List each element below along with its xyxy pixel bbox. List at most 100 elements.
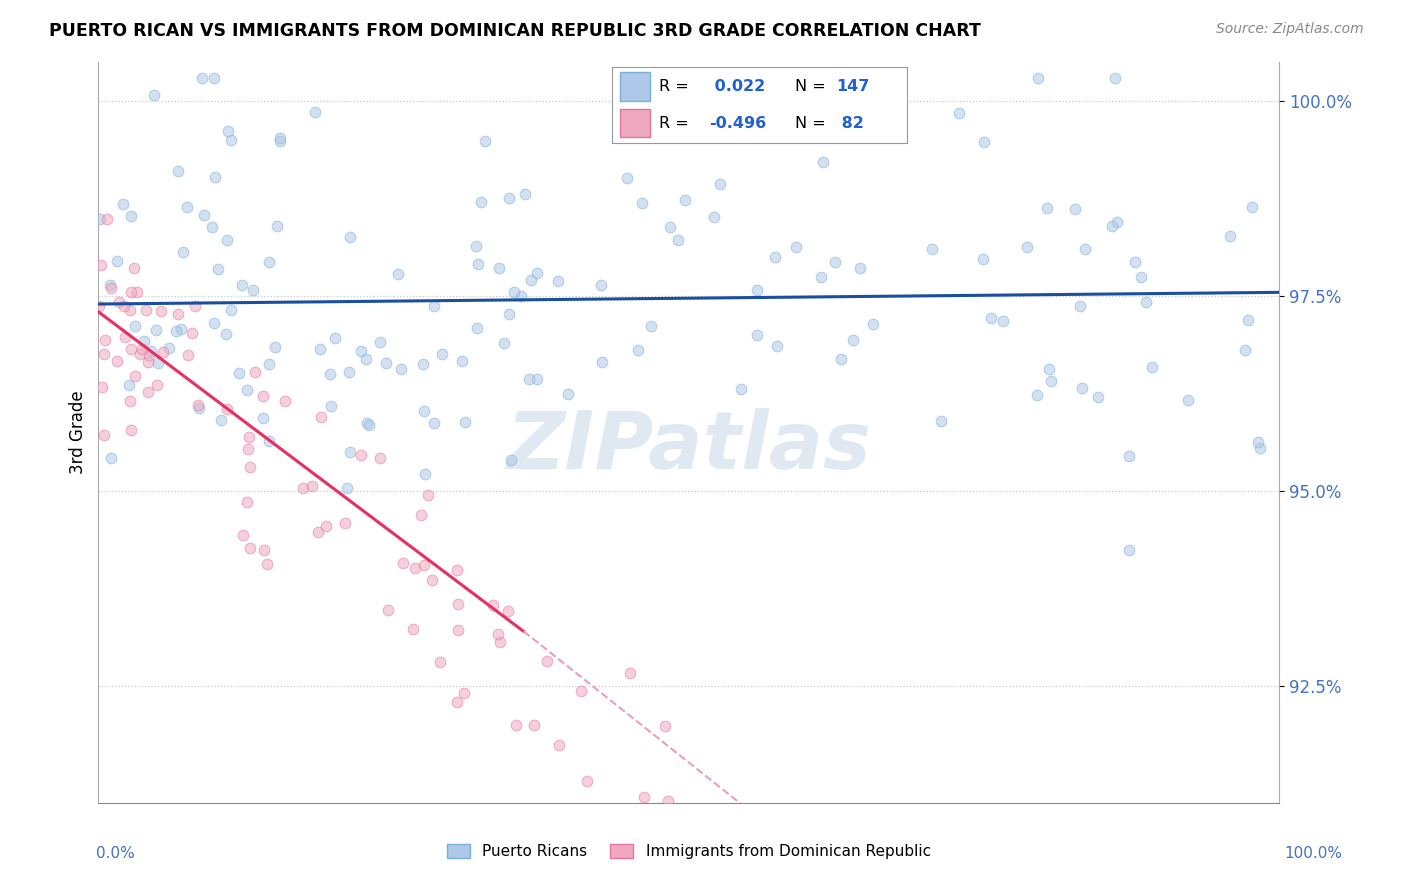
- Point: [177, 348, 200, 362]
- Point: [616, 170, 638, 185]
- Point: [492, 335, 515, 350]
- Point: [339, 445, 361, 459]
- Point: [1118, 449, 1140, 463]
- Point: [252, 411, 274, 425]
- Point: [236, 383, 259, 397]
- Point: [263, 340, 285, 354]
- Point: [447, 623, 470, 637]
- Text: ZIPatlas: ZIPatlas: [506, 409, 872, 486]
- Point: [1240, 200, 1263, 214]
- Point: [657, 794, 679, 808]
- Point: [219, 133, 242, 147]
- Point: [202, 317, 225, 331]
- Text: 147: 147: [837, 79, 869, 95]
- Point: [98, 277, 121, 292]
- Point: [243, 365, 266, 379]
- Point: [547, 274, 569, 288]
- Point: [120, 285, 142, 300]
- Point: [730, 382, 752, 396]
- Point: [120, 342, 142, 356]
- Point: [118, 394, 141, 409]
- Point: [505, 717, 527, 731]
- Text: R =: R =: [659, 115, 693, 130]
- Point: [94, 333, 117, 347]
- Point: [166, 164, 188, 178]
- Point: [201, 219, 224, 234]
- Point: [993, 314, 1015, 328]
- Point: [409, 508, 432, 522]
- Point: [1233, 343, 1256, 357]
- Point: [232, 528, 254, 542]
- Point: [354, 351, 377, 366]
- Point: [515, 186, 537, 201]
- Point: [124, 260, 146, 275]
- Point: [1104, 70, 1126, 85]
- Point: [269, 130, 291, 145]
- Point: [389, 362, 412, 376]
- Text: 100.0%: 100.0%: [1285, 847, 1343, 861]
- Point: [1036, 201, 1059, 215]
- Point: [1107, 215, 1129, 229]
- Point: [498, 190, 520, 204]
- Point: [666, 233, 689, 247]
- Point: [146, 356, 169, 370]
- Point: [359, 418, 381, 433]
- Point: [141, 343, 163, 358]
- Point: [91, 380, 114, 394]
- Point: [766, 338, 789, 352]
- Point: [100, 450, 122, 465]
- Legend: Puerto Ricans, Immigrants from Dominican Republic: Puerto Ricans, Immigrants from Dominican…: [441, 838, 936, 865]
- Point: [242, 283, 264, 297]
- Point: [450, 353, 472, 368]
- Point: [489, 635, 512, 649]
- Text: 82: 82: [837, 115, 863, 130]
- Point: [973, 136, 995, 150]
- Point: [520, 273, 543, 287]
- Point: [136, 355, 159, 369]
- Point: [703, 210, 725, 224]
- Point: [1101, 219, 1123, 233]
- FancyBboxPatch shape: [620, 109, 650, 137]
- Point: [319, 367, 342, 381]
- Point: [111, 197, 134, 211]
- Point: [157, 341, 180, 355]
- Point: [631, 196, 654, 211]
- Point: [170, 321, 193, 335]
- Text: PUERTO RICAN VS IMMIGRANTS FROM DOMINICAN REPUBLIC 3RD GRADE CORRELATION CHART: PUERTO RICAN VS IMMIGRANTS FROM DOMINICA…: [49, 22, 981, 40]
- Point: [446, 597, 468, 611]
- Point: [336, 482, 359, 496]
- Point: [89, 211, 111, 226]
- Point: [1140, 360, 1163, 375]
- Point: [387, 267, 409, 281]
- Point: [257, 434, 280, 448]
- Text: R =: R =: [659, 79, 693, 95]
- Point: [209, 413, 232, 427]
- Point: [215, 234, 238, 248]
- Point: [659, 220, 682, 235]
- Point: [488, 260, 510, 275]
- Point: [236, 442, 259, 456]
- Point: [465, 239, 488, 253]
- Point: [785, 239, 807, 253]
- Point: [207, 262, 229, 277]
- Point: [131, 342, 153, 356]
- Y-axis label: 3rd Grade: 3rd Grade: [69, 391, 87, 475]
- Point: [1025, 388, 1047, 402]
- Point: [422, 299, 444, 313]
- Point: [465, 321, 488, 335]
- Point: [132, 334, 155, 349]
- Point: [474, 134, 496, 148]
- Point: [356, 416, 378, 430]
- Point: [124, 319, 146, 334]
- Point: [830, 351, 852, 366]
- Point: [862, 317, 884, 331]
- Point: [291, 481, 314, 495]
- Point: [517, 372, 540, 386]
- Point: [253, 542, 276, 557]
- Point: [763, 250, 786, 264]
- Point: [100, 281, 122, 295]
- Point: [486, 627, 509, 641]
- Point: [184, 299, 207, 313]
- Point: [929, 414, 952, 428]
- Point: [422, 416, 444, 430]
